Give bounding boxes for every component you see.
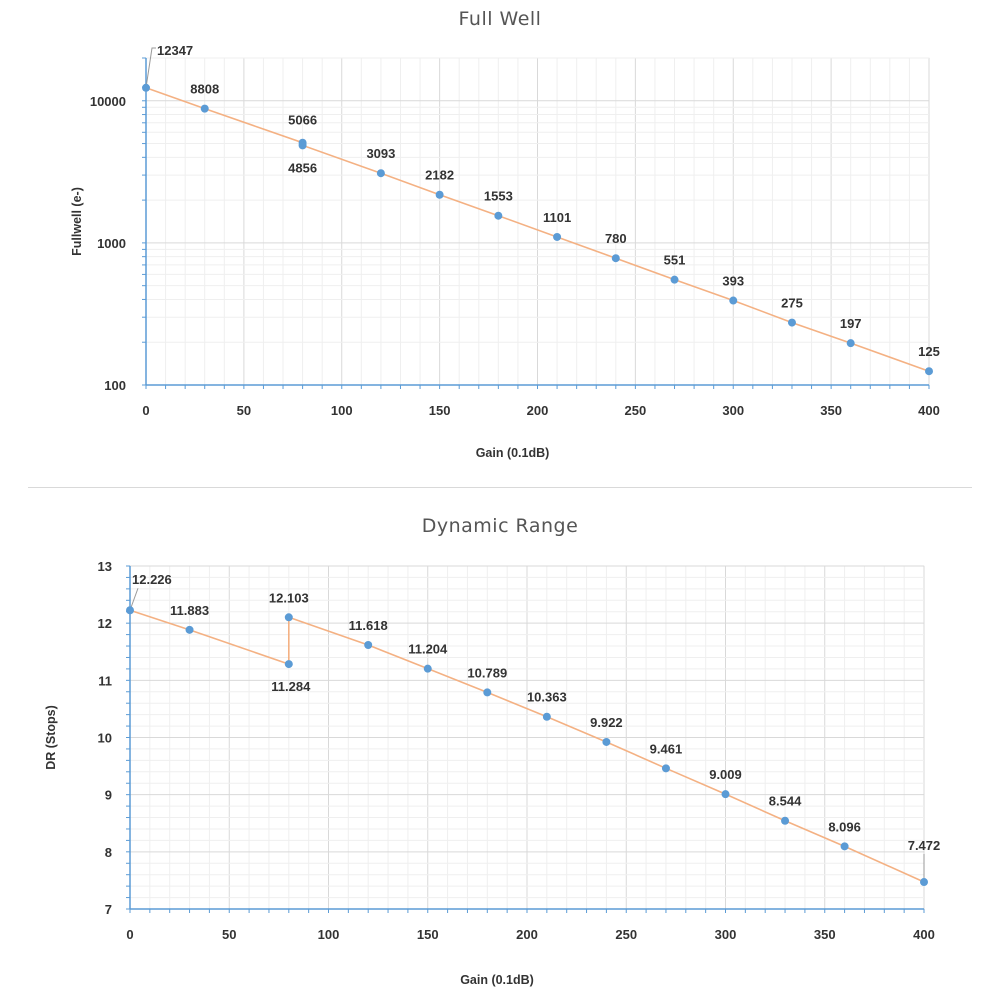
data-point <box>126 606 134 615</box>
y-tick-label: 1000 <box>97 236 126 251</box>
data-point <box>298 141 307 150</box>
data-label: 8808 <box>190 82 219 97</box>
data-label: 10.789 <box>467 665 507 680</box>
full-well-chart: 0 50 100 150 200 250 300 350 400 100 1000 10000 Gain… <box>70 43 940 460</box>
data-label: 8.096 <box>828 819 861 834</box>
x-tick-label: 400 <box>913 927 935 942</box>
data-point <box>142 83 150 92</box>
data-label: 9.009 <box>709 767 742 782</box>
x-tick-label: 350 <box>820 403 842 418</box>
data-point <box>602 737 611 746</box>
data-label: 3093 <box>366 146 395 161</box>
y-axis-label: Fullwell (e-) <box>70 187 84 256</box>
y-tick-label: 12 <box>98 616 112 631</box>
data-point <box>284 660 293 669</box>
data-label: 11.618 <box>349 618 388 633</box>
y-axis-label: DR (Stops) <box>44 705 58 770</box>
data-point <box>284 613 293 622</box>
data-point <box>483 688 492 697</box>
data-point <box>661 764 670 773</box>
data-label: 11.284 <box>271 679 311 694</box>
y-tick-label: 10 <box>98 731 112 746</box>
y-tick-label: 100 <box>104 378 126 393</box>
data-point <box>781 816 790 825</box>
x-tick-label: 0 <box>142 403 149 418</box>
data-label: 4856 <box>288 160 317 175</box>
x-tick-label: 350 <box>814 927 836 942</box>
data-label: 12.103 <box>269 590 309 605</box>
x-tick-label: 50 <box>222 927 236 942</box>
y-tick-label: 7 <box>105 902 112 917</box>
data-label-leader <box>145 47 156 88</box>
series-line <box>129 609 925 883</box>
x-tick-label: 250 <box>625 403 647 418</box>
x-axis-label: Gain (0.1dB) <box>460 973 534 987</box>
data-point <box>423 664 432 673</box>
data-point <box>185 625 194 634</box>
x-tick-label: 100 <box>331 403 353 418</box>
data-label: 197 <box>840 316 862 331</box>
x-tick-label: 300 <box>722 403 744 418</box>
x-tick-label: 300 <box>715 927 737 942</box>
data-label: 12347 <box>157 43 193 58</box>
data-label: 393 <box>722 274 744 289</box>
data-label: 7.472 <box>908 838 941 853</box>
data-label: 9.461 <box>650 741 683 756</box>
data-label: 780 <box>605 231 627 246</box>
x-tick-label: 50 <box>237 403 251 418</box>
data-label: 1553 <box>484 189 513 204</box>
data-label: 551 <box>664 253 686 268</box>
data-point <box>920 878 928 887</box>
data-label: 2182 <box>425 168 454 183</box>
y-tick-label: 13 <box>98 559 112 574</box>
data-label: 11.204 <box>408 642 448 657</box>
chart-divider <box>28 487 972 488</box>
x-tick-label: 150 <box>429 403 451 418</box>
data-point <box>840 842 849 851</box>
data-label: 8.544 <box>769 794 802 809</box>
y-tick-label: 10000 <box>90 94 126 109</box>
data-point <box>721 790 730 799</box>
data-point <box>925 367 933 376</box>
y-tick-label: 8 <box>105 845 112 860</box>
data-label: 12.226 <box>132 572 172 587</box>
x-tick-label: 150 <box>417 927 439 942</box>
data-point <box>553 232 562 241</box>
data-point <box>611 254 620 263</box>
data-label: 275 <box>781 296 803 311</box>
y-tick-label: 11 <box>98 673 112 688</box>
data-point <box>200 104 209 113</box>
x-tick-label: 0 <box>126 927 133 942</box>
data-point <box>376 169 385 178</box>
dynamic-range-chart: 0 50 100 150 200 250 300 350 400 7 8 9 10 11 12 13 Gain … <box>44 559 941 987</box>
data-point <box>542 712 551 721</box>
x-tick-label: 200 <box>516 927 538 942</box>
x-tick-label: 400 <box>918 403 940 418</box>
data-point <box>846 339 855 348</box>
data-label: 11.883 <box>170 603 209 618</box>
x-tick-label: 200 <box>527 403 549 418</box>
x-tick-label: 250 <box>615 927 637 942</box>
data-point <box>787 318 796 327</box>
data-label: 5066 <box>288 113 317 128</box>
y-tick-label: 9 <box>105 788 112 803</box>
data-point <box>435 190 444 199</box>
data-point <box>670 275 679 284</box>
data-label: 1101 <box>543 210 571 225</box>
x-axis-label: Gain (0.1dB) <box>476 446 550 460</box>
data-label: 9.922 <box>590 715 623 730</box>
data-point <box>364 641 373 650</box>
data-label: 125 <box>918 344 940 359</box>
chart-title-full-well: Full Well <box>458 8 542 30</box>
data-point <box>729 296 738 305</box>
chart-title-dynamic-range: Dynamic Range <box>421 515 579 537</box>
data-point <box>494 211 503 220</box>
data-label: 10.363 <box>527 690 567 705</box>
x-tick-label: 100 <box>318 927 340 942</box>
